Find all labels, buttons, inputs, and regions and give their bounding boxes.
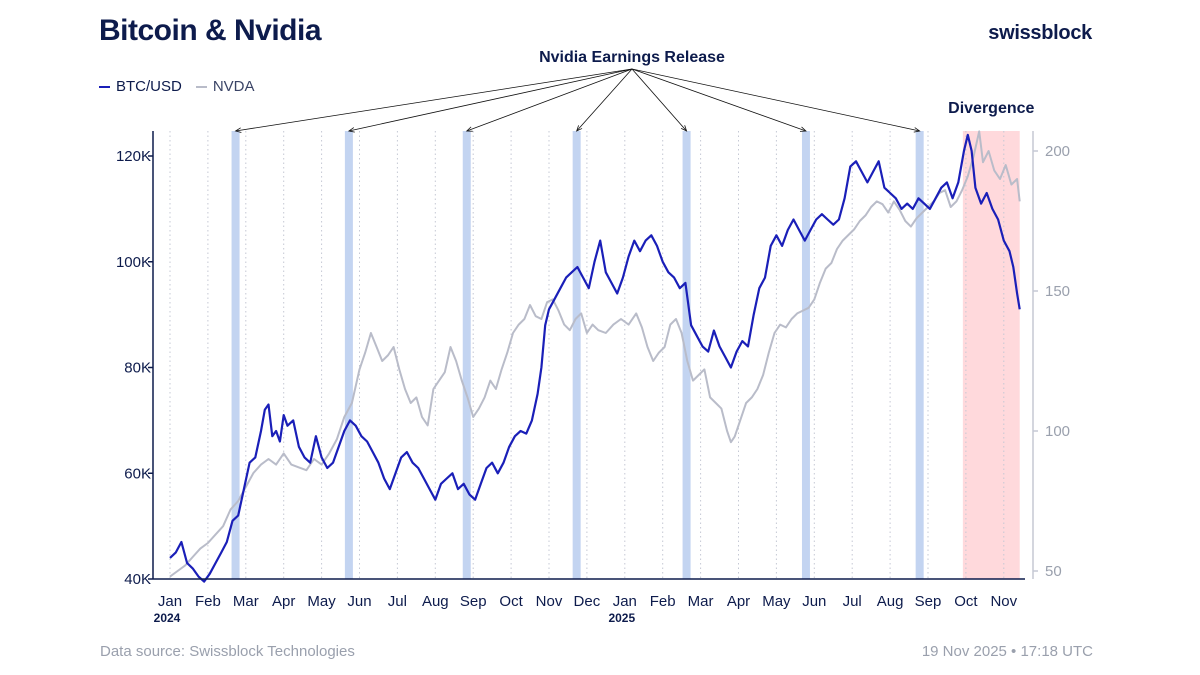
earnings-arrowhead-4 — [680, 125, 688, 132]
nvda-series-group — [169, 130, 1021, 578]
x-tick-label-5: Jun — [347, 593, 371, 610]
earnings-band-2 — [462, 131, 471, 579]
x-tick-label-3: Apr — [272, 593, 295, 610]
earnings-band-0 — [231, 131, 240, 579]
earnings-arrowhead-3 — [575, 125, 583, 132]
left-axis-ticks: 40K 60K 80K 100K 120K — [116, 148, 153, 588]
left-tick-label-4: 120K — [116, 148, 151, 165]
annotations-group: Nvidia Earnings Release Divergence — [234, 49, 1035, 133]
x-tick-label-2: Mar — [233, 593, 259, 610]
earnings-annotation-label: Nvidia Earnings Release — [539, 49, 725, 66]
btc-series-group — [169, 133, 1021, 583]
legend-label-nvda: NVDA — [212, 78, 255, 95]
legend: BTC/USD NVDA — [99, 78, 255, 95]
brand-logo: swissblock — [988, 22, 1092, 44]
earnings-band-3 — [572, 131, 581, 579]
x-tick-label-13: Feb — [650, 593, 676, 610]
right-tick-label-2: 150 — [1045, 283, 1070, 300]
x-tick-label-15: Apr — [727, 593, 750, 610]
legend-swatch-btc — [99, 85, 110, 88]
legend-swatch-nvda — [195, 85, 207, 88]
x-tick-label-19: Aug — [877, 593, 904, 610]
legend-label-btc: BTC/USD — [116, 78, 182, 95]
x-tick-label-17: Jun — [802, 593, 826, 610]
earnings-band-6 — [915, 131, 924, 579]
x-tick-label-10: Nov — [536, 593, 563, 610]
x-tick-label-16: May — [762, 593, 791, 610]
x-tick-label-22: Nov — [990, 593, 1017, 610]
earnings-band-5 — [801, 131, 810, 579]
legend-item-nvda[interactable]: NVDA — [195, 78, 255, 95]
earnings-arrow-4 — [631, 68, 687, 132]
x-tick-label-0: Jan — [158, 593, 182, 610]
chart-title: Bitcoin & Nvidia — [99, 14, 322, 47]
left-tick-label-3: 100K — [116, 254, 151, 271]
right-tick-label-1: 100 — [1045, 423, 1070, 440]
earnings-band-1 — [344, 131, 353, 579]
legend-item-btc[interactable]: BTC/USD — [99, 78, 182, 95]
year-label-0: 2024 — [154, 611, 181, 625]
right-tick-label-0: 50 — [1045, 563, 1062, 580]
vertical-grid-group — [169, 131, 1005, 579]
divergence-region-group — [962, 131, 1020, 579]
earnings-arrowhead-0 — [234, 127, 242, 133]
x-tick-label-1: Feb — [195, 593, 221, 610]
earnings-arrowhead-6 — [913, 127, 921, 133]
divergence-region — [962, 131, 1020, 579]
x-tick-label-21: Oct — [954, 593, 978, 610]
x-tick-label-18: Jul — [843, 593, 862, 610]
x-tick-label-20: Sep — [915, 593, 942, 610]
left-tick-label-2: 80K — [124, 360, 151, 377]
x-axis-ticks: Jan Feb Mar Apr May Jun Jul Aug Sep Oct Nov Dec Jan F… — [154, 593, 1018, 625]
nvda-line — [169, 130, 1021, 578]
earnings-arrow-5 — [631, 68, 807, 132]
divergence-annotation-label: Divergence — [948, 100, 1034, 117]
earnings-arrowhead-2 — [465, 126, 473, 132]
axes-group — [152, 131, 1034, 580]
earnings-arrow-0 — [235, 68, 633, 132]
x-tick-label-9: Oct — [499, 593, 523, 610]
earnings-arrow-3 — [576, 68, 633, 132]
left-tick-label-0: 40K — [124, 571, 151, 588]
right-axis-ticks: 50 100 150 200 — [1033, 143, 1070, 580]
earnings-arrowhead-5 — [799, 126, 807, 132]
btc-line — [169, 133, 1021, 583]
earnings-arrowhead-1 — [347, 127, 355, 133]
x-tick-label-14: Mar — [688, 593, 714, 610]
earnings-arrow-2 — [466, 68, 633, 132]
earnings-arrow-6 — [631, 68, 920, 132]
year-label-1: 2025 — [608, 611, 635, 625]
x-tick-label-7: Aug — [422, 593, 449, 610]
right-tick-label-3: 200 — [1045, 143, 1070, 160]
left-tick-label-1: 60K — [124, 465, 151, 482]
earnings-arrow-1 — [348, 68, 633, 132]
x-tick-label-12: Jan — [613, 593, 637, 610]
x-tick-label-6: Jul — [388, 593, 407, 610]
earnings-bands-group — [231, 131, 924, 579]
x-tick-label-11: Dec — [574, 593, 601, 610]
x-tick-label-4: May — [307, 593, 336, 610]
timestamp: 19 Nov 2025 • 17:18 UTC — [921, 643, 1093, 660]
x-tick-label-8: Sep — [460, 593, 487, 610]
data-source: Data source: Swissblock Technologies — [100, 643, 355, 660]
